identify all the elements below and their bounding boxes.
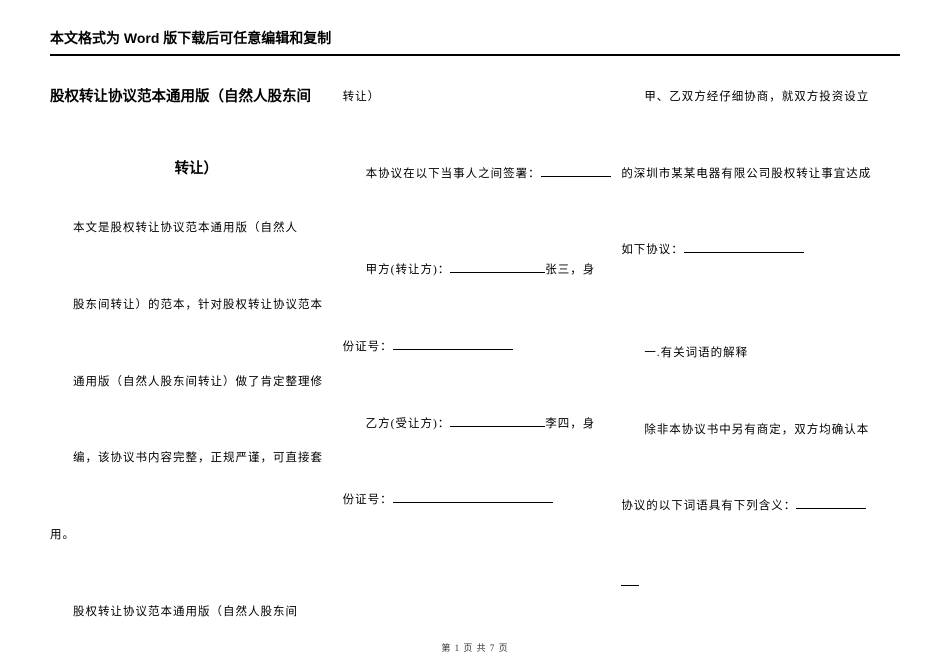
page-footer: 第 1 页 共 7 页: [0, 641, 950, 654]
col2-signing-text: 本协议在以下当事人之间签署：: [366, 168, 541, 180]
col2-party-b: 乙方(受让方)： 李四，身: [343, 414, 622, 435]
col2-id-b: 份证号：: [343, 490, 622, 511]
col2-id-a-label: 份证号：: [343, 341, 393, 353]
col3-l7: [621, 573, 900, 594]
col2-signing: 本协议在以下当事人之间签署：: [343, 164, 622, 185]
col2-id-a: 份证号：: [343, 337, 622, 358]
col2-transfer: 转让）: [343, 87, 622, 108]
col3-l3-text: 如下协议：: [621, 244, 684, 256]
col3-l5: 除非本协议书中另有商定，双方均确认本: [621, 420, 900, 441]
col2-party-a-label: 甲方(转让方)：: [366, 264, 451, 276]
para-2: 股东间转让）的范本，针对股权转让协议范本: [50, 295, 343, 316]
columns-container: 股权转让协议范本通用版（自然人股东间 转让） 本文是股权转让协议范本通用版（自然…: [50, 74, 900, 622]
blank-line: [541, 165, 611, 177]
col3-l1: 甲、乙双方经仔细协商，就双方投资设立: [621, 87, 900, 108]
blank-line: [450, 415, 545, 427]
blank-line: [393, 339, 513, 351]
column-3: 甲、乙双方经仔细协商，就双方投资设立 的深圳市某某电器有限公司股权转让事宜达成 …: [621, 74, 900, 622]
blank-line: [796, 498, 866, 510]
col3-l6: 协议的以下词语具有下列含义：: [621, 496, 900, 517]
para-5: 用。: [50, 525, 343, 546]
col2-party-a-name: 张三，身: [545, 264, 595, 276]
page-header: 本文格式为 Word 版下载后可任意编辑和复制: [50, 28, 900, 56]
column-1: 股权转让协议范本通用版（自然人股东间 转让） 本文是股权转让协议范本通用版（自然…: [50, 74, 343, 622]
para-1: 本文是股权转让协议范本通用版（自然人: [50, 218, 343, 239]
col3-l2: 的深圳市某某电器有限公司股权转让事宜达成: [621, 164, 900, 185]
col2-party-a: 甲方(转让方)： 张三，身: [343, 260, 622, 281]
col2-party-b-label: 乙方(受让方)：: [366, 418, 451, 430]
para-3: 通用版（自然人股东间转让）做了肯定整理修: [50, 372, 343, 393]
blank-line: [393, 492, 553, 504]
col3-l3: 如下协议：: [621, 240, 900, 261]
blank-line: [684, 242, 804, 254]
blank-line: [450, 262, 545, 274]
document-page: 本文格式为 Word 版下载后可任意编辑和复制 股权转让协议范本通用版（自然人股…: [0, 0, 950, 672]
doc-title-line2: 转让）: [50, 157, 343, 178]
col2-party-b-name: 李四，身: [545, 418, 595, 430]
col3-l6-text: 协议的以下词语具有下列含义：: [621, 500, 796, 512]
doc-title-line1: 股权转让协议范本通用版（自然人股东间: [50, 86, 343, 109]
para-6: 股权转让协议范本通用版（自然人股东间: [50, 602, 343, 623]
column-2: 转让） 本协议在以下当事人之间签署： 甲方(转让方)： 张三，身 份证号： 乙方(…: [343, 74, 622, 622]
col3-l4: 一.有关词语的解释: [621, 343, 900, 364]
col2-id-b-label: 份证号：: [343, 494, 393, 506]
blank-line: [621, 575, 639, 587]
para-4: 编，该协议书内容完整，正规严谨，可直接套: [50, 448, 343, 469]
